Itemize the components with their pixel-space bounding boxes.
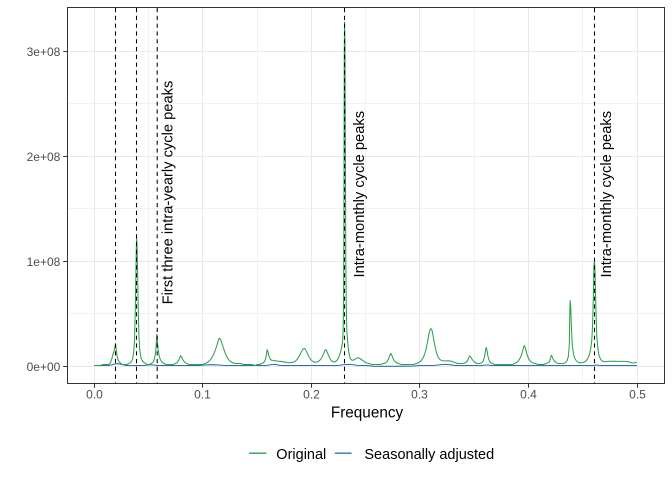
svg-text:1e+08: 1e+08 (27, 255, 61, 269)
svg-text:0.2: 0.2 (303, 388, 320, 402)
svg-text:Intra-monthly cycle peaks: Intra-monthly cycle peaks (352, 111, 368, 278)
svg-text:Original: Original (276, 447, 326, 463)
svg-text:0.4: 0.4 (520, 388, 537, 402)
svg-text:0e+00: 0e+00 (27, 360, 61, 374)
svg-text:First three intra-yearly cycle: First three intra-yearly cycle peaks (161, 81, 177, 305)
svg-text:Intra-monthly cycle peaks: Intra-monthly cycle peaks (599, 111, 615, 278)
svg-text:0.5: 0.5 (629, 388, 646, 402)
svg-text:0.3: 0.3 (411, 388, 428, 402)
svg-text:Frequency: Frequency (331, 404, 404, 421)
svg-text:2e+08: 2e+08 (27, 150, 61, 164)
svg-text:Seasonally adjusted: Seasonally adjusted (364, 447, 494, 463)
svg-text:0.1: 0.1 (194, 388, 211, 402)
svg-text:3e+08: 3e+08 (27, 45, 61, 59)
svg-text:0.0: 0.0 (86, 388, 103, 402)
